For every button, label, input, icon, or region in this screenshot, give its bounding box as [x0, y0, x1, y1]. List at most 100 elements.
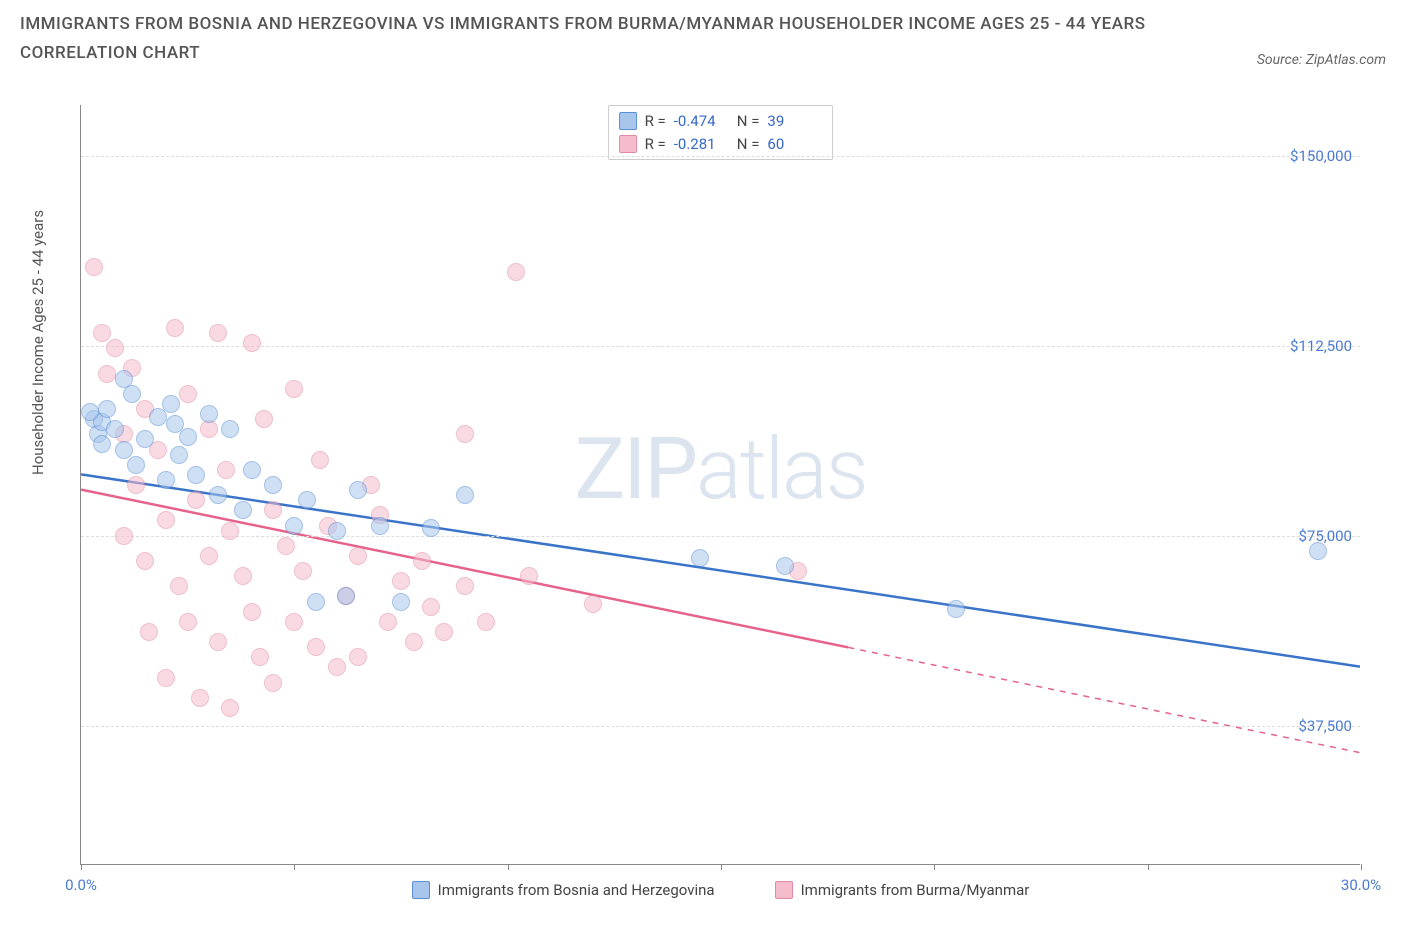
data-point: [776, 557, 794, 575]
data-point: [166, 319, 184, 337]
data-point: [179, 613, 197, 631]
data-point: [98, 365, 116, 383]
y-axis-label: Householder Income Ages 25 - 44 years: [29, 210, 47, 475]
n-value: 60: [767, 133, 822, 156]
legend-item: Immigrants from Bosnia and Herzegovina: [412, 881, 715, 899]
data-point: [98, 400, 116, 418]
data-point: [115, 527, 133, 545]
data-point: [264, 501, 282, 519]
data-point: [170, 446, 188, 464]
data-point: [255, 410, 273, 428]
data-point: [209, 486, 227, 504]
data-point: [136, 430, 154, 448]
stats-row: R =-0.474N =39: [619, 110, 823, 133]
x-tick: [294, 864, 295, 870]
data-point: [307, 593, 325, 611]
data-point: [243, 603, 261, 621]
data-point: [127, 456, 145, 474]
data-point: [379, 613, 397, 631]
data-point: [221, 699, 239, 717]
x-tick-label: 30.0%: [1341, 876, 1381, 894]
data-point: [93, 324, 111, 342]
gridline: [81, 156, 1360, 157]
data-point: [140, 623, 158, 641]
data-point: [691, 549, 709, 567]
data-point: [371, 517, 389, 535]
data-point: [157, 511, 175, 529]
data-point: [264, 476, 282, 494]
data-point: [127, 476, 145, 494]
x-tick: [1148, 864, 1149, 870]
data-point: [136, 552, 154, 570]
y-tick-label: $150,000: [1290, 147, 1352, 165]
x-tick: [1361, 864, 1362, 870]
data-point: [234, 501, 252, 519]
y-tick-label: $112,500: [1290, 337, 1352, 355]
data-point: [507, 263, 525, 281]
data-point: [200, 547, 218, 565]
data-point: [157, 471, 175, 489]
data-point: [234, 567, 252, 585]
gridline: [81, 726, 1360, 727]
data-point: [311, 451, 329, 469]
data-point: [285, 380, 303, 398]
data-point: [584, 595, 602, 613]
data-point: [187, 491, 205, 509]
gridline: [81, 346, 1360, 347]
data-point: [349, 648, 367, 666]
data-point: [307, 638, 325, 656]
legend-label: Immigrants from Burma/Myanmar: [801, 881, 1030, 899]
data-point: [243, 334, 261, 352]
r-value: -0.281: [674, 133, 729, 156]
data-point: [187, 466, 205, 484]
data-point: [392, 572, 410, 590]
data-point: [405, 633, 423, 651]
y-tick-label: $37,500: [1298, 717, 1352, 735]
data-point: [166, 415, 184, 433]
stats-legend: R =-0.474N =39R =-0.281N =60: [608, 105, 834, 160]
data-point: [251, 648, 269, 666]
data-point: [221, 420, 239, 438]
y-tick-label: $75,000: [1298, 527, 1352, 545]
x-tick: [934, 864, 935, 870]
data-point: [328, 522, 346, 540]
x-tick: [721, 864, 722, 870]
data-point: [328, 658, 346, 676]
data-point: [413, 552, 431, 570]
legend-swatch: [619, 135, 637, 153]
data-point: [170, 577, 188, 595]
data-point: [456, 486, 474, 504]
legend-swatch: [412, 881, 430, 899]
data-point: [85, 258, 103, 276]
source-attribution: Source: ZipAtlas.com: [1257, 52, 1386, 68]
legend-item: Immigrants from Burma/Myanmar: [775, 881, 1030, 899]
data-point: [157, 669, 175, 687]
data-point: [456, 577, 474, 595]
data-point: [285, 613, 303, 631]
data-point: [123, 385, 141, 403]
gridline: [81, 536, 1360, 537]
data-point: [947, 600, 965, 618]
data-point: [162, 395, 180, 413]
data-point: [191, 689, 209, 707]
r-label: R =: [645, 110, 666, 133]
plot-area: ZIPatlas R =-0.474N =39R =-0.281N =60 Im…: [80, 105, 1360, 865]
data-point: [106, 420, 124, 438]
data-point: [81, 403, 99, 421]
data-point: [209, 324, 227, 342]
data-point: [1309, 542, 1327, 560]
data-point: [277, 537, 295, 555]
data-point: [349, 547, 367, 565]
data-point: [93, 435, 111, 453]
data-point: [477, 613, 495, 631]
data-point: [294, 562, 312, 580]
data-point: [435, 623, 453, 641]
data-point: [179, 428, 197, 446]
data-point: [200, 405, 218, 423]
x-tick: [508, 864, 509, 870]
legend-swatch: [775, 881, 793, 899]
data-point: [285, 517, 303, 535]
legend-label: Immigrants from Bosnia and Herzegovina: [438, 881, 715, 899]
x-tick: [81, 864, 82, 870]
data-point: [209, 633, 227, 651]
